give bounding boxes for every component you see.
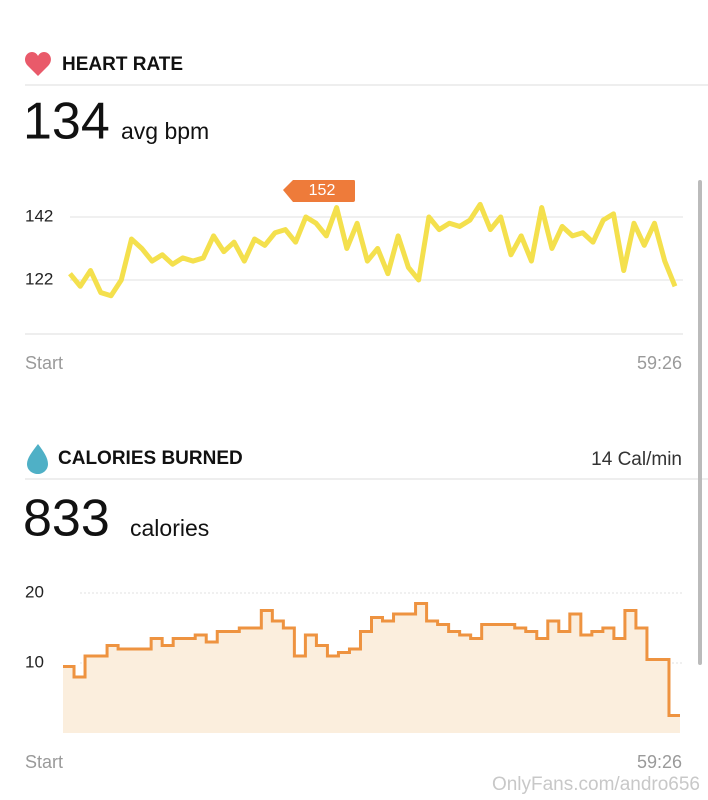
flame-icon — [27, 444, 48, 474]
watermark: OnlyFans.com/andro656 — [492, 774, 700, 795]
summary-value: 134 — [23, 93, 110, 151]
heart-rate-line — [68, 201, 678, 299]
y-tick-label: 10 — [25, 652, 44, 671]
annotation: 152 — [309, 182, 336, 199]
summary-unit: calories — [130, 515, 209, 541]
summary-value: 833 — [23, 490, 110, 548]
rate: 14 Cal/min — [591, 449, 682, 470]
annotation-tag — [283, 180, 355, 202]
scrollbar — [698, 180, 702, 665]
x-end-label: 59:26 — [637, 752, 682, 772]
summary-unit: avg bpm — [121, 118, 209, 144]
section-title: HEART RATE — [62, 54, 183, 75]
x-end-label: 59:26 — [637, 353, 682, 373]
y-tick-label: 142 — [25, 206, 53, 225]
section-title: CALORIES BURNED — [58, 448, 243, 469]
y-tick-label: 122 — [25, 269, 53, 288]
heart-icon — [25, 52, 51, 76]
calories-line — [63, 602, 680, 717]
x-start-label: Start — [25, 752, 63, 772]
y-tick-label: 20 — [25, 582, 44, 601]
x-start-label: Start — [25, 353, 63, 373]
